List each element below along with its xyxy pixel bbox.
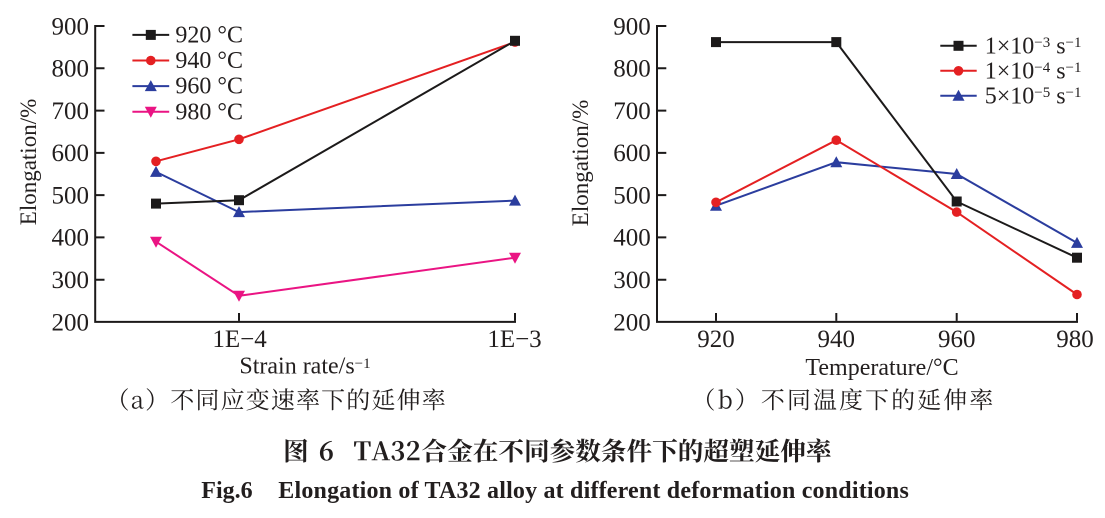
svg-text:Strain rate/s−1: Strain rate/s−1 bbox=[239, 354, 370, 380]
svg-text:980: 980 bbox=[1056, 326, 1094, 353]
svg-text:960: 960 bbox=[938, 326, 976, 353]
svg-text:5×10−5 s−1: 5×10−5 s−1 bbox=[985, 83, 1082, 109]
svg-text:1E−3: 1E−3 bbox=[487, 326, 541, 353]
svg-text:900: 900 bbox=[613, 13, 651, 40]
svg-text:600: 600 bbox=[52, 140, 90, 167]
svg-text:500: 500 bbox=[613, 182, 651, 209]
svg-text:Elongation/%: Elongation/% bbox=[16, 99, 41, 225]
svg-text:200: 200 bbox=[52, 309, 90, 336]
svg-text:920: 920 bbox=[697, 326, 735, 353]
svg-text:920 °C: 920 °C bbox=[175, 23, 243, 49]
svg-text:700: 700 bbox=[52, 98, 90, 125]
svg-text:980 °C: 980 °C bbox=[175, 99, 243, 125]
svg-text:Elongation/%: Elongation/% bbox=[568, 100, 593, 226]
svg-text:Temperature/°C: Temperature/°C bbox=[805, 355, 958, 381]
svg-text:300: 300 bbox=[613, 267, 651, 294]
svg-text:1E−4: 1E−4 bbox=[212, 326, 267, 353]
svg-text:940 °C: 940 °C bbox=[175, 48, 243, 74]
svg-text:1×10−3 s−1: 1×10−3 s−1 bbox=[985, 33, 1082, 59]
svg-text:600: 600 bbox=[613, 140, 651, 167]
svg-text:960 °C: 960 °C bbox=[175, 74, 243, 100]
svg-text:1×10−4 s−1: 1×10−4 s−1 bbox=[985, 58, 1082, 84]
svg-text:200: 200 bbox=[613, 309, 651, 336]
svg-text:900: 900 bbox=[52, 13, 90, 40]
svg-text:400: 400 bbox=[613, 225, 651, 252]
svg-text:940: 940 bbox=[818, 326, 856, 353]
svg-text:800: 800 bbox=[52, 56, 90, 83]
svg-text:400: 400 bbox=[52, 225, 90, 252]
svg-text:500: 500 bbox=[52, 182, 90, 209]
svg-text:800: 800 bbox=[613, 56, 651, 83]
svg-text:300: 300 bbox=[52, 267, 90, 294]
svg-text:700: 700 bbox=[613, 98, 651, 125]
